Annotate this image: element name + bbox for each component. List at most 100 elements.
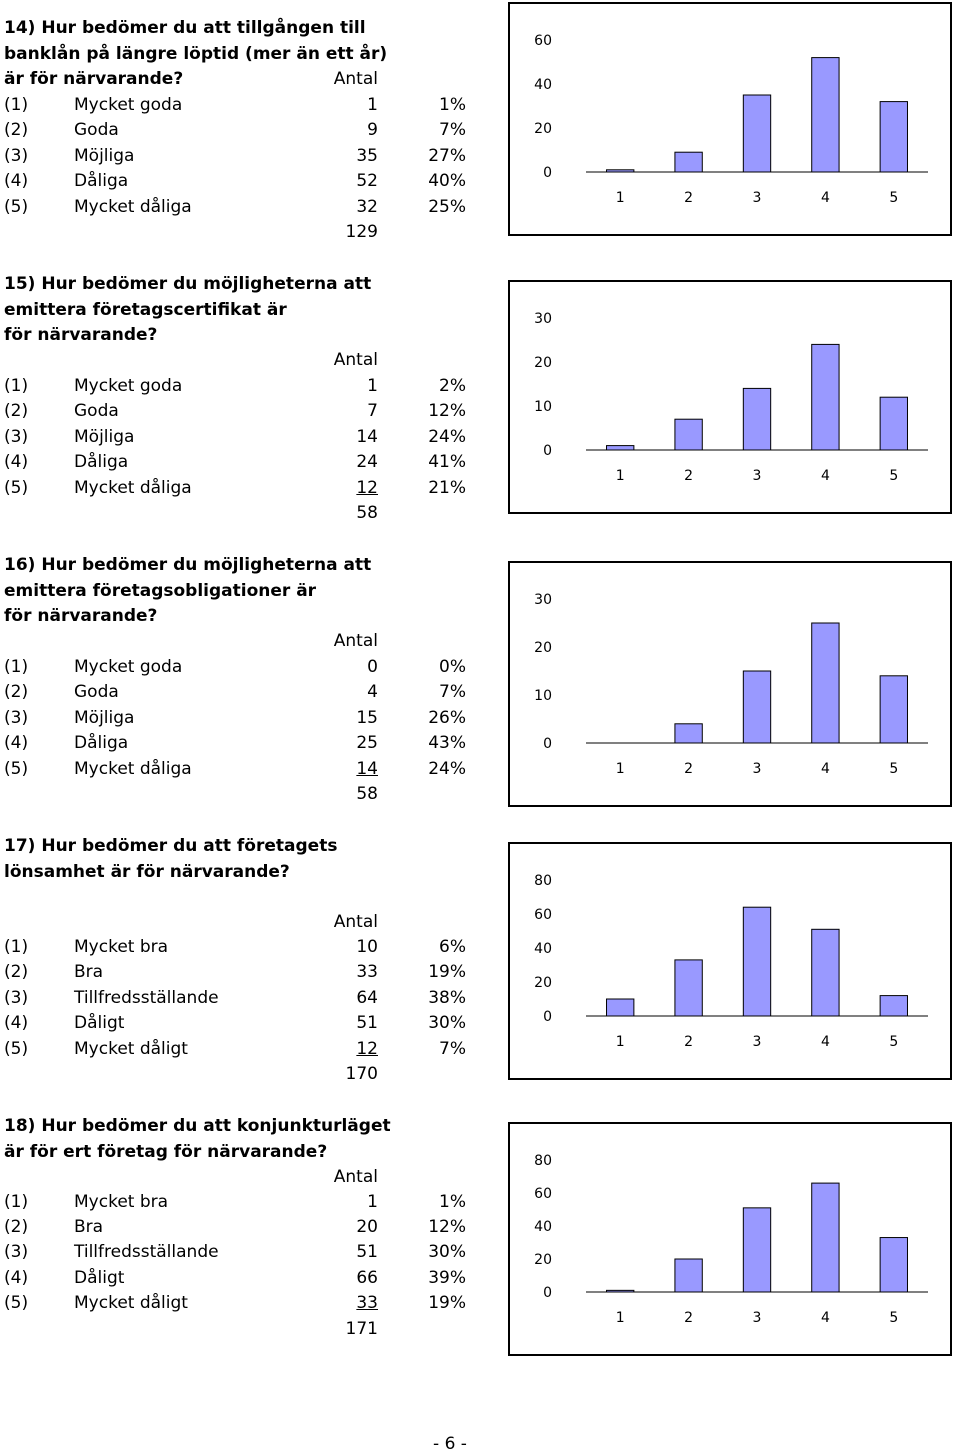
- answer-count: 24: [356, 452, 378, 472]
- answer-label: Möjliga: [74, 146, 135, 166]
- x-tick-label: 3: [753, 761, 762, 777]
- bar: [606, 169, 635, 173]
- answer-count: 10: [356, 937, 378, 957]
- bar: [811, 343, 840, 451]
- x-tick-label: 5: [889, 761, 898, 777]
- answer-row: (5) Mycket dåliga 32 25%: [0, 195, 480, 221]
- answer-row: (1) Mycket bra 1 1%: [0, 1190, 480, 1216]
- answer-row: (3) Möjliga 35 27%: [0, 144, 480, 170]
- answer-row: (2) Goda 4 7%: [0, 680, 480, 706]
- x-tick-label: 3: [753, 190, 762, 206]
- answer-label: Mycket goda: [74, 95, 183, 115]
- chart-svg: 0 10 20 30 1 2 3 4 5: [534, 311, 928, 484]
- x-tick-label: 5: [889, 1034, 898, 1050]
- answer-number: (4): [4, 1268, 29, 1288]
- bar: [879, 995, 908, 1017]
- answer-row: (5) Mycket dåliga 14 24%: [0, 757, 480, 783]
- answer-row: (1) Mycket goda 1 1%: [0, 93, 480, 119]
- y-tick-label: 0: [543, 736, 552, 752]
- y-tick-label: 60: [534, 1186, 552, 1202]
- y-tick-label: 0: [543, 1285, 552, 1301]
- antal-header: Antal: [333, 1167, 378, 1187]
- bar: [674, 959, 703, 1017]
- y-tick-label: 80: [534, 1153, 552, 1169]
- bar-chart: 0 20 40 60 80 1 2 3 4 5: [508, 842, 952, 1080]
- bar-chart: 0 10 20 30 1 2 3 4 5: [508, 561, 952, 807]
- answer-label: Mycket goda: [74, 376, 183, 396]
- question-title-line: är för närvarande?: [4, 69, 184, 90]
- question-title: 14) Hur bedömer du att tillgången till b…: [4, 16, 404, 93]
- bar: [742, 906, 772, 1017]
- total-count: 171: [345, 1319, 378, 1339]
- answer-count: 7: [367, 401, 378, 421]
- y-tick-label: 0: [543, 165, 552, 181]
- answer-label: Mycket dåliga: [74, 197, 192, 217]
- answer-count: 12: [356, 478, 378, 498]
- bar-chart: 0 10 20 30 1 2 3 4 5: [508, 280, 952, 514]
- answer-count: 0: [367, 657, 378, 677]
- y-tick-label: 30: [534, 311, 552, 327]
- answer-label: Möjliga: [74, 427, 135, 447]
- answer-label: Goda: [74, 682, 119, 702]
- answer-percent: 24%: [428, 427, 466, 447]
- bar: [742, 94, 772, 173]
- x-tick-label: 4: [821, 1310, 830, 1326]
- answer-percent: 41%: [428, 452, 466, 472]
- answer-row: (2) Bra 20 12%: [0, 1215, 480, 1241]
- answer-number: (2): [4, 120, 29, 140]
- answer-percent: 12%: [428, 401, 466, 421]
- answer-number: (3): [4, 427, 29, 447]
- answer-label: Bra: [74, 962, 104, 982]
- x-tick-label: 4: [821, 761, 830, 777]
- answer-count: 20: [356, 1217, 378, 1237]
- y-tick-label: 40: [534, 941, 552, 957]
- answer-count: 33: [356, 1293, 378, 1313]
- answer-percent: 39%: [428, 1268, 466, 1288]
- answer-row: (3) Tillfredsställande 64 38%: [0, 986, 480, 1012]
- answer-count: 9: [367, 120, 378, 140]
- answer-row: (2) Goda 7 12%: [0, 399, 480, 425]
- answer-row: (1) Mycket goda 0 0%: [0, 655, 480, 681]
- answer-number: (5): [4, 1293, 29, 1313]
- question-title-line: lönsamhet är för närvarande?: [4, 861, 290, 882]
- answer-percent: 1%: [439, 95, 466, 115]
- answer-number: (1): [4, 376, 29, 396]
- answer-label: Möjliga: [74, 708, 135, 728]
- answer-number: (5): [4, 759, 29, 779]
- answer-count: 15: [356, 708, 378, 728]
- question-title-line: 17) Hur bedömer du att företagets: [4, 836, 338, 856]
- answer-label: Mycket goda: [74, 657, 183, 677]
- answer-count: 51: [356, 1242, 378, 1262]
- answer-label: Mycket dåligt: [74, 1293, 188, 1313]
- y-tick-label: 10: [534, 688, 552, 704]
- y-tick-label: 20: [534, 121, 552, 137]
- answer-label: Mycket dåliga: [74, 478, 192, 498]
- answer-count: 66: [356, 1268, 378, 1288]
- answer-count: 33: [356, 962, 378, 982]
- x-tick-label: 5: [889, 468, 898, 484]
- answer-percent: 24%: [428, 759, 466, 779]
- answer-count: 64: [356, 988, 378, 1008]
- answer-number: (1): [4, 937, 29, 957]
- y-tick-label: 20: [534, 640, 552, 656]
- answer-count: 12: [356, 1039, 378, 1059]
- bar: [811, 1182, 840, 1293]
- answer-count: 4: [367, 682, 378, 702]
- answer-number: (3): [4, 146, 29, 166]
- chart-svg: 0 20 40 60 1 2 3 4 5: [534, 33, 928, 206]
- answer-count: 1: [367, 376, 378, 396]
- answer-number: (4): [4, 1013, 29, 1033]
- x-tick-label: 2: [684, 761, 693, 777]
- answer-percent: 7%: [439, 120, 466, 140]
- question-title-line: 15) Hur bedömer du möjligheterna att: [4, 274, 372, 294]
- answer-number: (4): [4, 452, 29, 472]
- bar-chart: 0 20 40 60 1 2 3 4 5: [508, 2, 952, 236]
- answer-count: 1: [367, 1192, 378, 1212]
- y-tick-label: 60: [534, 907, 552, 923]
- answer-number: (4): [4, 171, 29, 191]
- answer-percent: 2%: [439, 376, 466, 396]
- bar: [606, 998, 635, 1017]
- bar: [674, 151, 703, 173]
- answer-percent: 0%: [439, 657, 466, 677]
- chart-svg: 0 20 40 60 80 1 2 3 4 5: [534, 873, 928, 1050]
